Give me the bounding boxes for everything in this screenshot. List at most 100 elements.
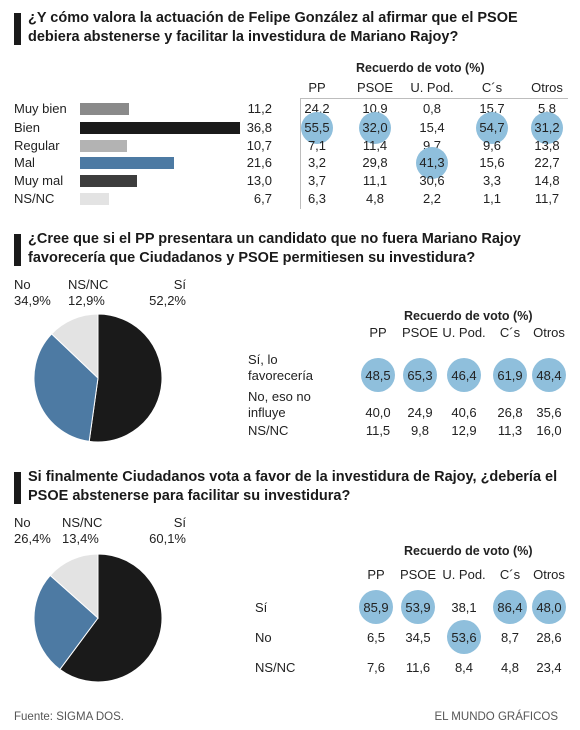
q1-cell: 3,7	[307, 173, 327, 188]
q1-table-divider	[300, 99, 301, 209]
q3-pie-chart	[33, 553, 163, 683]
q1-cell: 32,0	[362, 120, 388, 135]
q1-cell: 0,8	[422, 101, 442, 116]
q3-cell: 53,9	[405, 600, 431, 615]
q3-pie-label-nsnc-value: 13,4%	[62, 531, 99, 546]
q2-pie-slice-no	[33, 333, 99, 442]
q2-pie-slice-s	[88, 313, 163, 443]
q1-cell: 11,4	[362, 138, 388, 153]
q1-cell: 9,6	[482, 138, 502, 153]
q2-cell: 61,9	[497, 368, 523, 383]
q2-col-psoe: PSOE	[401, 325, 439, 340]
q2-cell: 48,4	[536, 368, 562, 383]
q2-pie-label-nsnc-name: NS/NC	[68, 277, 109, 292]
q3-table-header: Recuerdo de voto (%)	[404, 544, 533, 558]
q1-col-pp: PP	[308, 80, 326, 95]
q3-pie-label-si-value: 60,1%	[149, 531, 186, 546]
q3-highlight-circle	[401, 590, 435, 624]
q1-row-label: Muy mal	[14, 173, 64, 188]
q2-pie-slice-ns-nc	[50, 313, 99, 380]
q1-cell: 11,7	[534, 191, 560, 206]
q2-pie-label-no-value: 34,9%	[14, 293, 51, 308]
q3-cell: 38,1	[451, 600, 477, 615]
q1-cell: 15,6	[479, 155, 505, 170]
q1-title-marker	[14, 13, 21, 45]
q1-cell: 4,8	[365, 191, 385, 206]
q3-col-pp: PP	[367, 567, 385, 582]
q2-pie-label-no: No 34,9%	[14, 277, 51, 309]
q2-row-label: Sí, lo favorecería	[248, 352, 313, 384]
q1-cell: 14,8	[534, 173, 560, 188]
q1-highlight-circle	[531, 112, 563, 144]
q1-row-label: NS/NC	[14, 191, 55, 206]
q3-pie-label-nsnc: NS/NC 13,4%	[62, 515, 102, 547]
q2-row-label-line2: favorecería	[248, 368, 314, 383]
q3-cell: 7,6	[366, 660, 386, 675]
q1-title: ¿Y cómo valora la actuación de Felipe Go…	[28, 9, 573, 47]
q2-highlight-circle	[447, 358, 481, 392]
q2-cell: 40,6	[451, 405, 477, 420]
q2-highlight-circle	[361, 358, 395, 392]
q1-cell: 54,7	[479, 120, 505, 135]
q1-cell: 6,3	[307, 191, 327, 206]
q2-cell: 40,0	[365, 405, 391, 420]
q2-row-label-line1: Sí, lo	[248, 352, 278, 367]
q3-cell: 34,5	[405, 630, 431, 645]
q3-pie-label-si-name: Sí	[173, 515, 186, 530]
q2-table-header: Recuerdo de voto (%)	[404, 309, 533, 323]
q1-header-rule	[300, 98, 568, 99]
q2-cell: 16,0	[536, 423, 562, 438]
q2-pie-label-si-value: 52,2%	[149, 293, 186, 308]
q2-pie-label-si: Sí 52,2%	[130, 277, 186, 309]
q1-row-label: Bien	[14, 120, 41, 135]
q3-title: Si finalmente Ciudadanos vota a favor de…	[28, 468, 573, 506]
q1-cell: 1,1	[482, 191, 502, 206]
q3-cell: 8,7	[500, 630, 520, 645]
q2-row-label-line1: NS/NC	[248, 423, 289, 438]
q3-title-line1: Si finalmente Ciudadanos vota a favor de…	[28, 469, 558, 485]
q2-cell: 24,9	[407, 405, 433, 420]
q3-row-label: NS/NC	[255, 660, 296, 675]
q3-col-psoe: PSOE	[399, 567, 437, 582]
q3-highlight-circle	[493, 590, 527, 624]
q1-cell: 7,1	[307, 138, 327, 153]
q3-pie-label-no-value: 26,4%	[14, 531, 51, 546]
q3-pie-slice-no	[33, 574, 99, 671]
q2-highlight-circle	[493, 358, 527, 392]
q1-bar	[80, 140, 127, 152]
q3-pie-label-si: Sí 60,1%	[130, 515, 186, 547]
q1-highlight-circle	[416, 147, 448, 179]
q1-bar	[80, 103, 129, 115]
q3-cell: 85,9	[363, 600, 389, 615]
q2-pie-chart	[33, 313, 163, 443]
q3-cell: 8,4	[454, 660, 474, 675]
q1-col-c-s: C´s	[481, 80, 503, 95]
q2-highlight-circle	[532, 358, 566, 392]
q1-cell: 55,5	[304, 120, 330, 135]
q2-title-line1: ¿Cree que si el PP presentara un candida…	[28, 231, 521, 247]
q2-row-label-line2: influye	[248, 405, 286, 420]
q2-pie-label-nsnc-value: 12,9%	[68, 293, 105, 308]
q3-row-label: No	[255, 630, 272, 645]
q3-cell: 11,6	[405, 660, 431, 675]
q1-col-otros: Otros	[531, 80, 563, 95]
q3-title-line2: PSOE abstenerse para facilitar su invest…	[28, 488, 351, 504]
q2-cell: 65,3	[407, 368, 433, 383]
q3-pie-slice-ns-nc	[49, 553, 99, 620]
q3-pie-label-no: No 26,4%	[14, 515, 51, 547]
q2-col-u-pod: U. Pod.	[442, 325, 486, 340]
q3-pie-label-nsnc-name: NS/NC	[62, 515, 103, 530]
q1-col-psoe: PSOE	[356, 80, 394, 95]
q2-col-c-s: C´s	[499, 325, 521, 340]
q2-cell: 9,8	[410, 423, 430, 438]
q3-cell: 48,0	[536, 600, 562, 615]
q3-cell: 28,6	[536, 630, 562, 645]
q2-row-label: NS/NC	[248, 423, 288, 439]
q2-pie-label-si-name: Sí	[173, 277, 186, 292]
q1-cell: 11,1	[362, 173, 388, 188]
q3-cell: 4,8	[500, 660, 520, 675]
q1-bar	[80, 122, 240, 134]
q3-row-label: Sí	[255, 600, 268, 615]
q3-pie-slice-s	[59, 553, 163, 683]
q1-cell: 2,2	[422, 191, 442, 206]
